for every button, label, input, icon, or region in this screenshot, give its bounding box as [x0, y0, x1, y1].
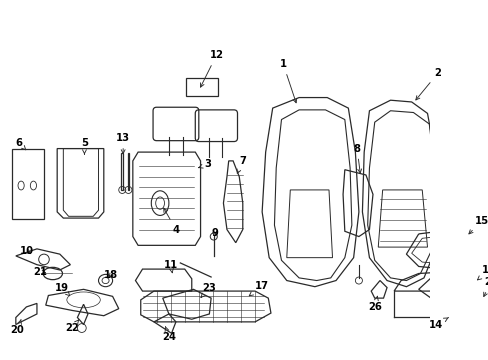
- Text: 26: 26: [367, 296, 381, 312]
- Text: 4: 4: [163, 208, 179, 234]
- Text: 22: 22: [65, 320, 79, 333]
- Text: 9: 9: [211, 228, 218, 238]
- Text: 13: 13: [116, 133, 130, 154]
- Text: 12: 12: [200, 50, 223, 87]
- Text: 25: 25: [483, 277, 488, 297]
- Text: 15: 15: [468, 216, 488, 234]
- Text: 20: 20: [11, 319, 24, 335]
- Text: 6: 6: [16, 138, 26, 150]
- Text: 17: 17: [249, 281, 268, 296]
- Text: 23: 23: [201, 283, 216, 298]
- Text: 3: 3: [198, 159, 211, 170]
- Text: 1: 1: [279, 59, 296, 103]
- Text: 7: 7: [237, 156, 246, 173]
- Text: 10: 10: [20, 246, 33, 256]
- Text: 2: 2: [415, 68, 441, 100]
- Text: 18: 18: [103, 270, 118, 280]
- Text: 5: 5: [81, 138, 88, 154]
- Text: 14: 14: [428, 318, 447, 329]
- Text: 16: 16: [476, 265, 488, 280]
- Text: 11: 11: [163, 260, 178, 273]
- Text: 21: 21: [33, 267, 47, 277]
- Text: 24: 24: [162, 327, 176, 342]
- Text: 8: 8: [353, 144, 361, 173]
- Text: 19: 19: [55, 283, 70, 296]
